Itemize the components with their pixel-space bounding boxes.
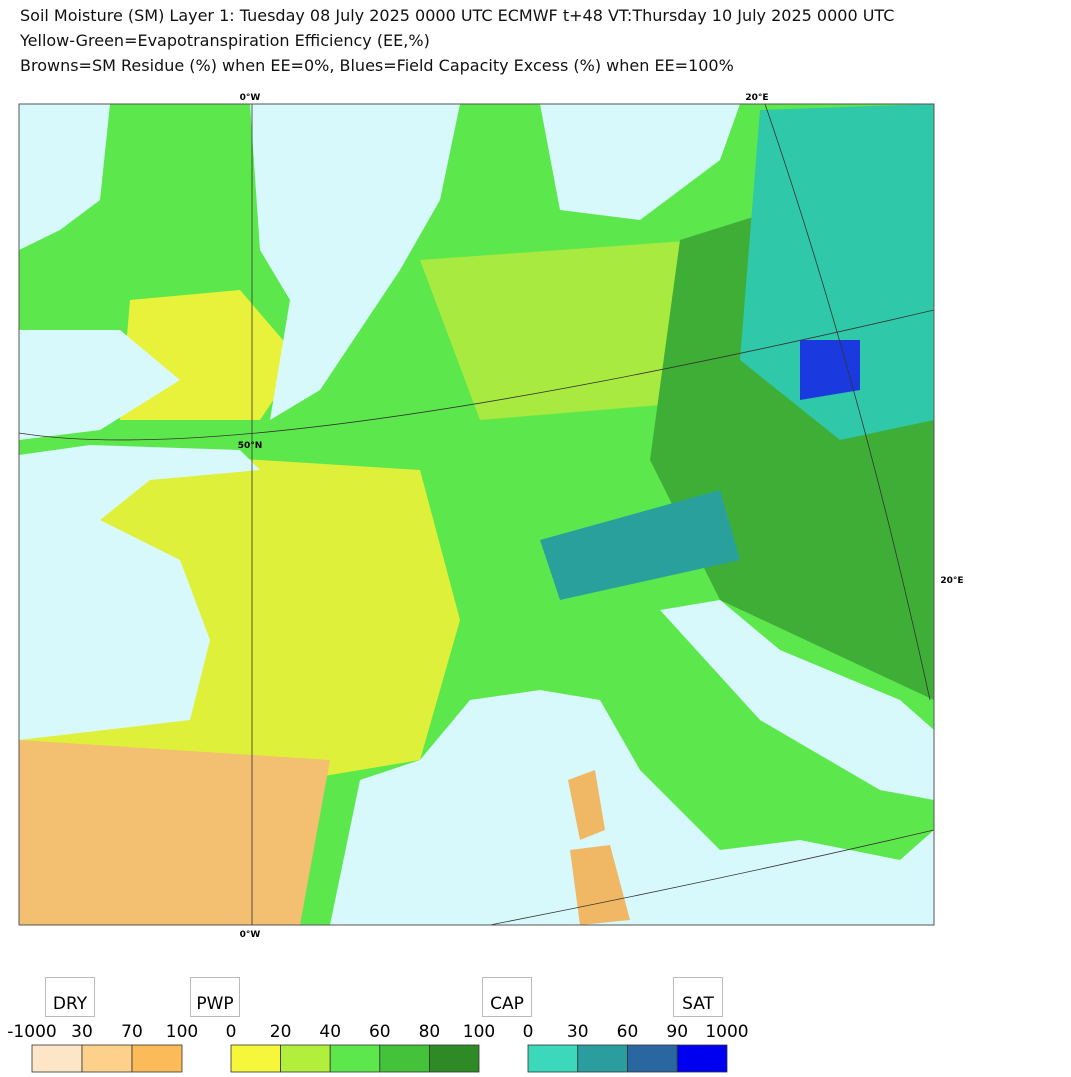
legend-tick-label: 70 — [121, 1022, 143, 1042]
legend-tick-label: 20 — [270, 1022, 292, 1042]
legend-marker: PWP — [190, 977, 240, 1017]
legend-swatch — [329, 1044, 381, 1073]
legend-marker: DRY — [45, 977, 95, 1017]
legend-tick-label: 60 — [369, 1022, 391, 1042]
legend-tick-label: 40 — [319, 1022, 341, 1042]
legend-tick-label: -1000 — [7, 1022, 56, 1042]
land-dry — [19, 740, 330, 925]
map-area — [19, 104, 934, 925]
legend-tick-label: 60 — [617, 1022, 639, 1042]
graticule-label: 0°W — [240, 93, 261, 103]
subtitle: Yellow-Green=Evapotranspiration Efficien… — [20, 31, 430, 50]
legend-swatch — [131, 1044, 183, 1073]
legend-swatch — [527, 1044, 579, 1073]
legend-tick-label: 0 — [226, 1022, 237, 1042]
sea — [19, 104, 260, 740]
legend-tick-label: 30 — [71, 1022, 93, 1042]
legend-swatch — [577, 1044, 628, 1073]
legend-tick-label: 100 — [463, 1022, 495, 1042]
legend-marker: SAT — [673, 977, 723, 1017]
legend-swatch — [230, 1044, 281, 1073]
legend-tick-label: 0 — [523, 1022, 534, 1042]
map-frame — [18, 103, 935, 926]
legend-tick-label: 30 — [567, 1022, 589, 1042]
legend-swatch — [379, 1044, 430, 1073]
graticule-label: 0°W — [240, 930, 261, 940]
graticule-label: 20°E — [745, 93, 768, 103]
title: Soil Moisture (SM) Layer 1: Tuesday 08 J… — [20, 6, 895, 25]
subtitle: Browns=SM Residue (%) when EE=0%, Blues=… — [20, 56, 734, 75]
legend-marker: CAP — [482, 977, 532, 1017]
legend-tick-label: 1000 — [705, 1022, 748, 1042]
graticule-label: 50°N — [238, 441, 263, 451]
parallel — [489, 829, 934, 925]
island — [568, 770, 630, 925]
legend-swatch — [428, 1044, 480, 1073]
graticule-label: 20°E — [940, 576, 963, 586]
legend-tick-label: 90 — [666, 1022, 688, 1042]
sea — [250, 104, 460, 420]
parallel — [19, 309, 934, 441]
legend-tick-label: 100 — [166, 1022, 198, 1042]
land-wet — [540, 490, 740, 600]
land-saturated — [800, 340, 860, 400]
sea — [540, 104, 740, 220]
legend-swatch — [280, 1044, 331, 1073]
legend-swatch — [676, 1044, 728, 1073]
legend-swatch — [627, 1044, 678, 1073]
sea — [660, 600, 934, 800]
sea — [330, 690, 934, 925]
legend-swatch — [31, 1044, 83, 1073]
meridian — [764, 104, 931, 701]
legend-tick-label: 80 — [419, 1022, 441, 1042]
legend-swatch — [81, 1044, 133, 1073]
land-wet — [740, 104, 934, 440]
land-green — [420, 240, 720, 420]
